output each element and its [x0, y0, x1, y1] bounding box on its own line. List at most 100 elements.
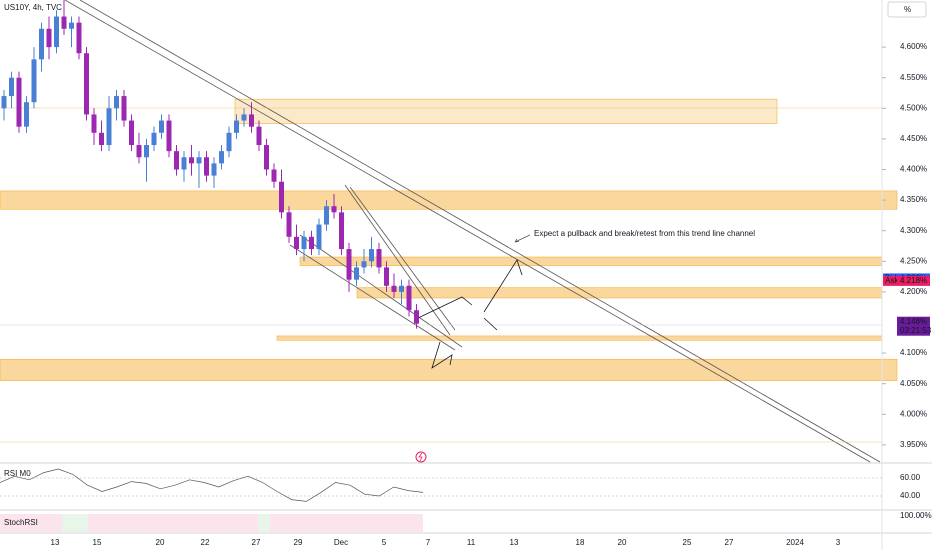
date-label: 25 [683, 538, 692, 547]
candle-body [46, 28, 52, 48]
zone [0, 358, 898, 381]
candle-body [331, 206, 337, 213]
price-tick-label: 4.250% [900, 256, 927, 265]
candle-body [249, 114, 254, 127]
candle-body [76, 22, 82, 54]
price-tick-label: 4.300% [900, 226, 927, 235]
candle-body [286, 212, 292, 237]
candle-body [384, 267, 389, 286]
candle-body [129, 120, 134, 146]
candle-body [144, 145, 149, 158]
candle-body [219, 151, 224, 164]
stoch-band-oversold [62, 514, 88, 532]
candle-body [361, 261, 367, 268]
candle-body [54, 16, 59, 48]
stoch-band [0, 514, 423, 532]
projection-path [431, 341, 453, 369]
candle-body [106, 108, 112, 146]
ask-box [897, 275, 930, 286]
stoch-band-oversold [258, 514, 270, 532]
unit-button[interactable] [887, 1, 927, 18]
candle-body [69, 22, 74, 29]
candle-body [316, 224, 322, 250]
zone [356, 287, 883, 299]
candle-body [264, 145, 269, 170]
drawings [0, 0, 882, 463]
candle-body [346, 249, 352, 280]
date-label: 20 [156, 538, 165, 547]
candle-body [204, 157, 209, 176]
candle-body [9, 77, 14, 97]
date-label: 11 [467, 538, 476, 547]
candle-body [196, 157, 202, 164]
date-label: 27 [725, 538, 734, 547]
annotation-arrow-head [514, 238, 520, 243]
price-tick-label: 4.400% [900, 165, 927, 174]
date-label: 13 [51, 538, 60, 547]
price-tick-label: 4.550% [900, 73, 927, 82]
candle-body [391, 285, 397, 292]
candle-body [301, 236, 307, 250]
date-label: 2024 [786, 538, 804, 547]
date-label: 7 [426, 538, 431, 547]
price-tick-label: 4.000% [900, 409, 927, 418]
rsi-tick-label: 40.00 [900, 491, 921, 500]
candle-body [399, 285, 404, 292]
candle-body [84, 53, 89, 115]
candle-body [414, 310, 419, 324]
candle-body [271, 169, 277, 182]
date-label: 18 [576, 538, 585, 547]
rsi-tick-label: 60.00 [900, 473, 921, 482]
candle-body [114, 96, 119, 109]
zone [299, 256, 883, 266]
candle-body [234, 120, 239, 133]
candle-body [211, 163, 217, 176]
stoch-title: StochRSI [4, 518, 38, 527]
projection-path [483, 317, 498, 331]
candle-body [61, 16, 67, 29]
ask-tag-label: Ask [885, 276, 899, 285]
date-label: 20 [618, 538, 627, 547]
candle-body [376, 249, 382, 268]
trend-line [64, 0, 871, 463]
candle-body [294, 236, 299, 250]
candle-body [24, 102, 29, 127]
unit-button-label[interactable]: % [904, 5, 911, 14]
candle-body [339, 212, 344, 250]
event-icon-bolt [418, 452, 423, 462]
candle-body [91, 114, 97, 133]
candle-body [406, 285, 412, 311]
candle-body [166, 120, 172, 152]
price-tick-label: 3.950% [900, 440, 927, 449]
trend-line [289, 244, 456, 351]
countdown: 03:21:53 [900, 326, 932, 335]
date-label: 15 [93, 538, 102, 547]
trend-line [344, 184, 451, 336]
candle-body [136, 145, 142, 158]
candle-body [279, 181, 284, 213]
candle-body [189, 157, 194, 164]
date-label: 13 [510, 538, 519, 547]
projection-path [417, 296, 473, 319]
candle-body [241, 114, 247, 121]
price-tick-label: 4.600% [900, 42, 927, 51]
candle-body [226, 132, 232, 152]
price-tick-label: 4.500% [900, 103, 927, 112]
price-tick-label: 4.200% [900, 287, 927, 296]
candle-body [309, 236, 314, 250]
trend-line [299, 234, 463, 348]
rsi-title: RSI M0 [4, 469, 31, 478]
candle-body [39, 28, 44, 60]
candle-body [159, 120, 164, 133]
candle-body [324, 206, 329, 225]
candle-body [1, 96, 7, 109]
symbol-title: US10Y, 4h, TVC [4, 3, 62, 12]
candle-body [354, 267, 359, 280]
zones [0, 98, 898, 381]
zone [0, 190, 898, 210]
trend-line [79, 0, 881, 463]
candle-body [256, 126, 262, 146]
candle-body [151, 132, 157, 146]
